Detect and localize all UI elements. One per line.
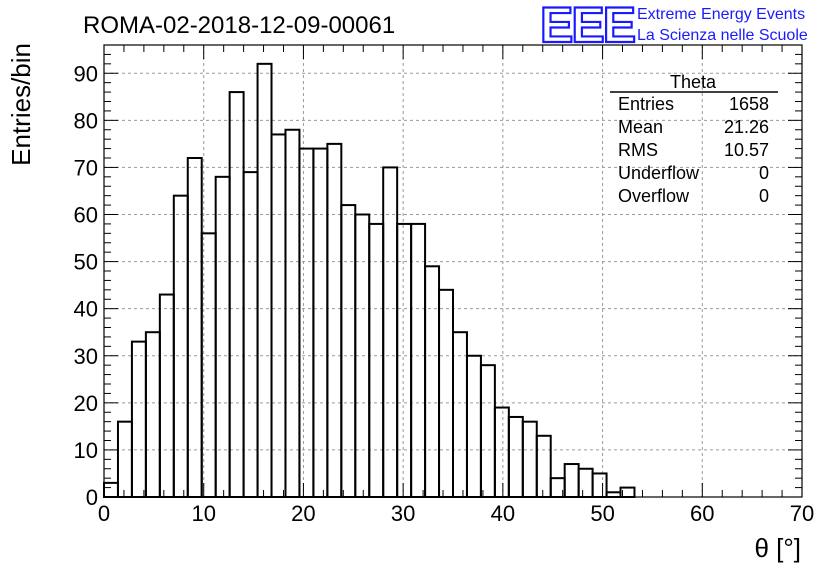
stats-value-mean: 21.26 <box>724 117 769 137</box>
y-tick-label: 10 <box>74 438 98 463</box>
histogram-bin <box>521 420 538 498</box>
histogram-bin <box>563 463 580 498</box>
y-tick-label: 60 <box>74 203 98 228</box>
y-tick-label: 20 <box>74 391 98 416</box>
histogram-bin <box>535 434 552 498</box>
stats-box: Theta Entries 1658 Mean 21.26 RMS 10.57 … <box>610 72 778 206</box>
histogram-bin <box>340 204 357 498</box>
histogram-bin <box>424 265 441 498</box>
y-tick-label: 0 <box>86 485 98 510</box>
histogram-bin <box>493 406 510 498</box>
histogram-bin <box>312 147 329 498</box>
histogram-bin <box>284 128 301 498</box>
histogram-bin <box>326 142 343 498</box>
x-tick-label: 60 <box>690 501 714 526</box>
histogram-bars <box>103 62 636 499</box>
histogram-bin <box>438 288 455 499</box>
histogram-bin <box>144 331 161 499</box>
y-tick-label: 30 <box>74 344 98 369</box>
stats-label-entries: Entries <box>618 94 674 114</box>
histogram-bin <box>479 364 496 498</box>
histogram-bin <box>605 491 622 498</box>
x-tick-label: 0 <box>98 501 110 526</box>
histogram-bin <box>270 133 287 498</box>
y-tick-label: 50 <box>74 250 98 275</box>
x-tick-label: 50 <box>590 501 614 526</box>
histogram-bin <box>382 166 399 499</box>
logo-line-2: La Scienza nelle Scuole <box>637 27 808 44</box>
stats-value-overflow: 0 <box>759 186 769 206</box>
histogram-bin <box>256 62 273 498</box>
y-axis-title: Entries/bin <box>6 43 36 166</box>
y-tick-label: 80 <box>74 108 98 133</box>
histogram-bin <box>242 171 259 498</box>
histogram-bin <box>186 157 203 498</box>
stats-label-mean: Mean <box>618 117 663 137</box>
y-tick-label: 90 <box>74 61 98 86</box>
stats-box-title: Theta <box>670 72 717 92</box>
histogram-bin <box>577 467 594 498</box>
histogram-bin <box>130 340 147 498</box>
run-title: ROMA-02-2018-12-09-00061 <box>83 12 395 39</box>
logo-line-1: Extreme Energy Events <box>637 6 805 23</box>
stats-label-underflow: Underflow <box>618 163 700 183</box>
stats-value-underflow: 0 <box>759 163 769 183</box>
histogram-bin <box>214 175 231 498</box>
histogram-bin <box>298 147 315 498</box>
x-tick-label: 10 <box>191 501 215 526</box>
histogram-bin <box>507 415 524 499</box>
x-tick-label: 30 <box>391 501 415 526</box>
histogram-bin <box>465 354 482 498</box>
histogram-bin <box>368 222 385 499</box>
histogram-bin <box>103 481 119 498</box>
y-tick-label: 70 <box>74 155 98 180</box>
y-tick-label: 40 <box>74 297 98 322</box>
stats-value-entries: 1658 <box>729 94 769 114</box>
x-tick-label: 70 <box>790 501 814 526</box>
x-tick-label: 40 <box>491 501 515 526</box>
histogram-bin <box>591 472 608 499</box>
stats-label-overflow: Overflow <box>618 186 690 206</box>
stats-value-rms: 10.57 <box>724 140 769 160</box>
histogram-bin <box>116 420 133 498</box>
histogram-bin <box>410 222 427 499</box>
stats-label-rms: RMS <box>618 140 658 160</box>
histogram-bin <box>452 331 468 499</box>
histogram-bin <box>396 222 413 499</box>
x-tick-label: 20 <box>291 501 315 526</box>
histogram-bin <box>158 293 175 498</box>
histogram-bin <box>172 194 189 499</box>
x-axis-title: θ [°] <box>754 533 801 563</box>
axes: 0 10 20 30 40 50 60 70 0 10 20 30 40 50 60 70 80 90 <box>74 44 814 526</box>
histogram-bin <box>228 91 245 498</box>
